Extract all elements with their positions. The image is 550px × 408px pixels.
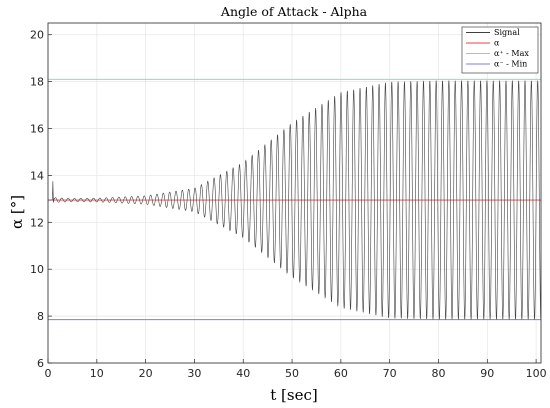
- x-tick-label: 100: [526, 367, 547, 380]
- grid: [47, 23, 541, 364]
- y-tick-label: 20: [30, 29, 44, 42]
- signal-series-line: [48, 80, 542, 320]
- x-tick-label: 50: [285, 367, 299, 380]
- legend-label: α⁻ - Min: [494, 60, 527, 69]
- legend: Signal αα⁺ - Max α⁻ - Min: [461, 26, 539, 74]
- x-tick-label: 30: [187, 367, 201, 380]
- x-ticks: 0 10 20 30 40 50 60 70 80 90 100: [45, 359, 547, 380]
- legend-box: [461, 26, 539, 74]
- y-tick-label: 14: [30, 169, 44, 182]
- y-ticks: 6 8 10 12 14 16 18 20: [30, 29, 52, 370]
- x-tick-label: 70: [383, 367, 397, 380]
- x-tick-label: 10: [90, 367, 104, 380]
- y-axis-label: α [°]: [8, 195, 26, 229]
- y-tick-label: 12: [30, 216, 44, 229]
- x-tick-label: 80: [431, 367, 445, 380]
- legend-label: α⁺ - Max: [494, 49, 529, 58]
- legend-label: α: [494, 39, 500, 48]
- plot-frame: [47, 22, 542, 364]
- x-tick-label: 0: [45, 367, 52, 380]
- y-tick-label: 16: [30, 123, 44, 136]
- y-tick-label: 8: [37, 310, 44, 323]
- chart-title: Angle of Attack - Alpha: [220, 4, 368, 19]
- y-tick-label: 18: [30, 76, 44, 89]
- x-tick-label: 60: [334, 367, 348, 380]
- x-tick-label: 40: [236, 367, 250, 380]
- x-tick-label: 90: [480, 367, 494, 380]
- x-tick-label: 20: [139, 367, 153, 380]
- legend-label: Signal: [494, 28, 520, 37]
- x-axis-label: t [sec]: [270, 386, 317, 404]
- y-tick-label: 6: [37, 357, 44, 370]
- y-tick-label: 10: [30, 263, 44, 276]
